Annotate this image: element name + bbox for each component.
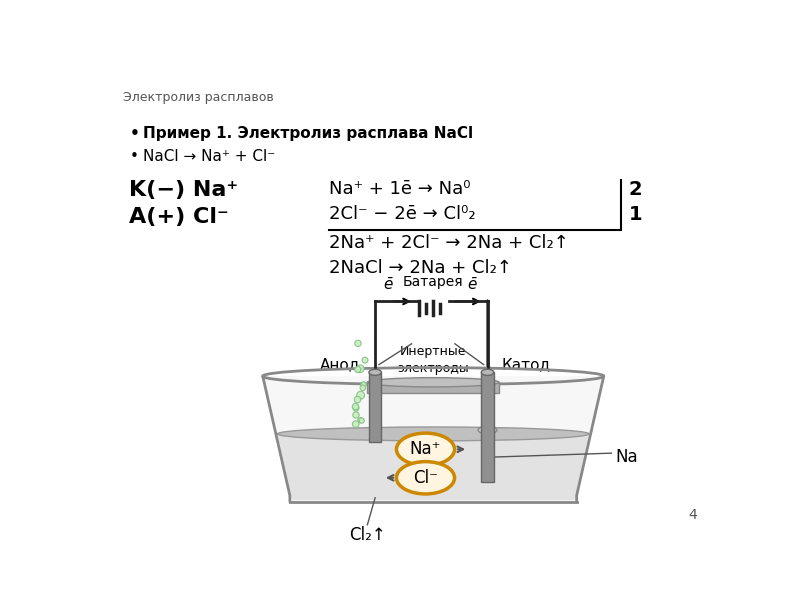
Text: Батарея: Батарея bbox=[403, 275, 463, 289]
Ellipse shape bbox=[353, 412, 359, 418]
Text: Na⁺ + 1ē → Na⁰: Na⁺ + 1ē → Na⁰ bbox=[329, 180, 470, 198]
Text: 4: 4 bbox=[688, 508, 697, 523]
Bar bbox=[482, 372, 494, 482]
Text: Катод: Катод bbox=[502, 357, 550, 372]
Text: Пример 1. Электролиз расплава NaCl: Пример 1. Электролиз расплава NaCl bbox=[142, 126, 473, 141]
Text: ē: ē bbox=[467, 277, 477, 292]
Ellipse shape bbox=[361, 382, 366, 388]
Ellipse shape bbox=[397, 433, 454, 466]
Ellipse shape bbox=[354, 367, 361, 373]
Text: •: • bbox=[130, 126, 139, 141]
Text: Анод: Анод bbox=[320, 357, 360, 372]
Ellipse shape bbox=[362, 357, 368, 363]
Text: Электролиз расплавов: Электролиз расплавов bbox=[123, 91, 274, 104]
Ellipse shape bbox=[352, 404, 358, 410]
Text: 2Na⁺ + 2Cl⁻ → 2Na + Cl₂↑: 2Na⁺ + 2Cl⁻ → 2Na + Cl₂↑ bbox=[329, 233, 569, 252]
Text: Инертные
электроды: Инертные электроды bbox=[398, 346, 469, 376]
Polygon shape bbox=[278, 434, 589, 500]
Polygon shape bbox=[262, 376, 604, 502]
Ellipse shape bbox=[358, 418, 363, 422]
Text: NaCl → Na⁺ + Cl⁻: NaCl → Na⁺ + Cl⁻ bbox=[142, 149, 275, 164]
Text: 2Cl⁻ − 2ē → Cl⁰₂: 2Cl⁻ − 2ē → Cl⁰₂ bbox=[329, 205, 475, 223]
Ellipse shape bbox=[352, 421, 359, 427]
Ellipse shape bbox=[482, 369, 494, 376]
Text: Na⁺: Na⁺ bbox=[410, 440, 442, 458]
Text: ē: ē bbox=[384, 277, 393, 292]
Ellipse shape bbox=[354, 340, 361, 347]
Text: 2: 2 bbox=[629, 180, 642, 199]
Text: Cl⁻: Cl⁻ bbox=[413, 469, 438, 487]
Text: K(−) Na⁺: K(−) Na⁺ bbox=[130, 180, 238, 200]
Text: Cl₂↑: Cl₂↑ bbox=[349, 526, 386, 544]
Ellipse shape bbox=[369, 369, 382, 376]
Ellipse shape bbox=[357, 365, 364, 373]
Ellipse shape bbox=[359, 418, 364, 423]
Ellipse shape bbox=[397, 461, 454, 494]
Ellipse shape bbox=[360, 385, 366, 391]
Text: 2NaCl → 2Na + Cl₂↑: 2NaCl → 2Na + Cl₂↑ bbox=[329, 259, 512, 277]
Ellipse shape bbox=[357, 391, 365, 399]
Text: Na: Na bbox=[615, 448, 638, 466]
Bar bbox=[367, 382, 499, 393]
Ellipse shape bbox=[367, 377, 499, 387]
Ellipse shape bbox=[278, 427, 589, 441]
Ellipse shape bbox=[478, 426, 497, 434]
Text: •: • bbox=[130, 149, 138, 164]
Ellipse shape bbox=[353, 405, 359, 411]
Text: 1: 1 bbox=[629, 205, 642, 224]
Ellipse shape bbox=[354, 397, 361, 403]
Bar bbox=[369, 372, 382, 442]
Text: A(+) Cl⁻: A(+) Cl⁻ bbox=[130, 207, 229, 227]
